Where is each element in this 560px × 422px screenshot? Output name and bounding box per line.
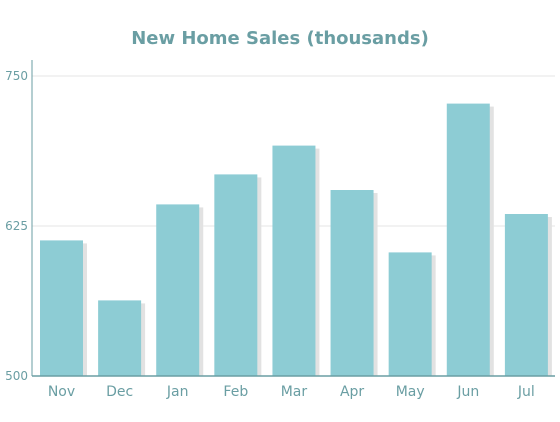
- bar-jun: [446, 103, 490, 376]
- bars: [40, 103, 552, 376]
- y-tick-label-2: 750: [5, 69, 28, 83]
- bar-jul: [504, 214, 548, 376]
- x-tick-label-jun: Jun: [456, 384, 479, 400]
- x-tick-labels: Nov Dec Jan Feb Mar Apr May Jun Jul: [48, 384, 535, 400]
- bar-dec: [98, 300, 142, 376]
- y-tick-label-0: 500: [5, 369, 28, 383]
- bar-mar: [272, 145, 316, 376]
- bar-may: [388, 252, 432, 376]
- bar-apr: [330, 190, 374, 376]
- y-tick-labels: 500 625 750: [5, 69, 28, 383]
- y-tick-label-1: 625: [5, 219, 28, 233]
- x-tick-label-mar: Mar: [281, 384, 308, 400]
- x-tick-label-nov: Nov: [48, 384, 75, 400]
- axes: [31, 60, 555, 377]
- x-tick-label-may: May: [396, 384, 425, 400]
- bar-feb: [214, 174, 258, 376]
- x-tick-label-feb: Feb: [223, 384, 248, 400]
- x-tick-label-jul: Jul: [517, 384, 535, 400]
- chart-title: New Home Sales (thousands): [131, 28, 429, 49]
- x-tick-label-jan: Jan: [166, 384, 189, 400]
- bar-jan: [156, 204, 200, 376]
- x-tick-label-apr: Apr: [340, 384, 364, 400]
- bar-nov: [40, 240, 83, 376]
- x-tick-label-dec: Dec: [106, 384, 133, 400]
